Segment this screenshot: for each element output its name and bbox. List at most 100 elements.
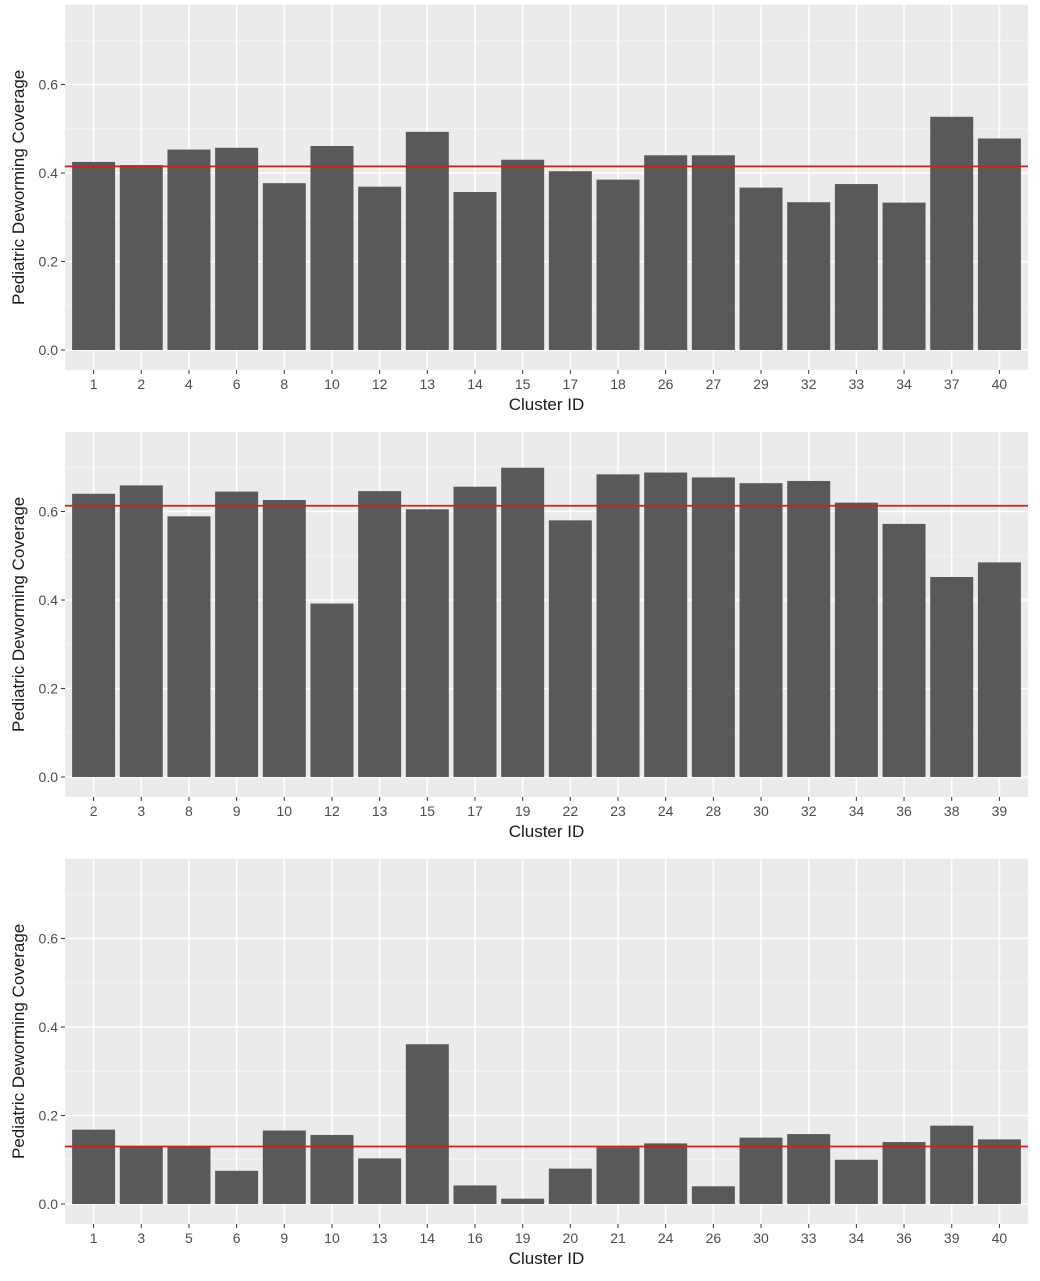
x-tick-label: 15: [420, 803, 436, 819]
x-tick-label: 39: [944, 1230, 960, 1246]
bar-cluster-26: [691, 1186, 735, 1204]
bar-cluster-8: [262, 183, 306, 350]
bar-cluster-22: [548, 520, 592, 777]
bar-cluster-34: [834, 502, 878, 777]
bar-cluster-18: [596, 179, 640, 350]
x-tick-label: 4: [185, 376, 193, 392]
bar-cluster-1: [72, 161, 116, 350]
x-tick-label: 20: [563, 1230, 579, 1246]
x-tick-label: 12: [324, 803, 340, 819]
bar-cluster-29: [739, 187, 783, 350]
y-tick-label: 0.2: [39, 681, 59, 697]
bar-cluster-39: [977, 562, 1021, 777]
x-tick-label: 28: [706, 803, 722, 819]
x-axis-title: Cluster ID: [509, 822, 585, 841]
x-tick-label: 12: [372, 376, 388, 392]
x-tick-label: 13: [420, 376, 436, 392]
bar-cluster-33: [787, 1134, 831, 1204]
x-tick-label: 9: [280, 1230, 288, 1246]
bar-cluster-17: [548, 171, 592, 350]
x-tick-label: 26: [706, 1230, 722, 1246]
x-tick-label: 1: [90, 1230, 98, 1246]
x-tick-label: 30: [753, 803, 769, 819]
x-tick-label: 34: [896, 376, 912, 392]
bar-cluster-28: [691, 477, 735, 777]
x-tick-label: 17: [563, 376, 579, 392]
y-axis-title: Pediatric Deworming Coverage: [9, 497, 28, 732]
x-tick-label: 16: [467, 1230, 483, 1246]
bar-cluster-24: [644, 472, 688, 777]
bar-chart-3: 0.00.20.40.61 3 5 6 9 10 13 14 16 19 20 21 24 26 30 33 3…: [9, 858, 1028, 1268]
bar-cluster-20: [548, 1168, 592, 1204]
x-tick-label: 18: [610, 376, 626, 392]
bar-cluster-34: [834, 1159, 878, 1204]
bar-cluster-36: [882, 1142, 926, 1204]
bar-cluster-26: [644, 155, 688, 350]
x-tick-label: 10: [324, 1230, 340, 1246]
x-tick-label: 14: [467, 376, 483, 392]
bar-chart-1: 0.00.20.40.61 2 4 6 8 10 12 13 14 15 17 18 26 27 29 32 3…: [9, 4, 1028, 414]
x-tick-label: 10: [324, 376, 340, 392]
bar-cluster-32: [787, 480, 831, 777]
x-tick-label: 26: [658, 376, 674, 392]
x-tick-label: 32: [801, 376, 817, 392]
bar-cluster-8: [167, 516, 211, 777]
bar-cluster-13: [405, 131, 449, 350]
x-tick-label: 36: [896, 1230, 912, 1246]
y-tick-label: 0.2: [39, 254, 59, 270]
bar-cluster-10: [310, 1134, 354, 1204]
bar-cluster-3: [119, 1146, 163, 1204]
x-tick-label: 24: [658, 803, 674, 819]
x-tick-label: 5: [185, 1230, 193, 1246]
x-axis-title: Cluster ID: [509, 1249, 585, 1268]
bar-cluster-12: [358, 186, 402, 350]
x-tick-label: 34: [849, 803, 865, 819]
x-tick-label: 2: [137, 376, 145, 392]
x-tick-label: 13: [372, 803, 388, 819]
x-tick-label: 33: [849, 376, 865, 392]
bar-cluster-1: [72, 1129, 116, 1204]
bar-cluster-9: [262, 1130, 306, 1204]
bar-cluster-30: [739, 1137, 783, 1204]
x-tick-label: 29: [753, 376, 769, 392]
bar-cluster-16: [453, 1185, 497, 1204]
bar-cluster-10: [262, 499, 306, 777]
x-tick-label: 36: [896, 803, 912, 819]
bar-cluster-17: [453, 486, 497, 777]
bar-cluster-19: [501, 467, 545, 777]
x-tick-label: 40: [992, 376, 1008, 392]
x-tick-label: 3: [137, 1230, 145, 1246]
bar-cluster-13: [358, 491, 402, 777]
bar-cluster-14: [405, 1044, 449, 1204]
x-tick-label: 27: [706, 376, 722, 392]
y-tick-label: 0.4: [39, 1019, 59, 1035]
x-tick-label: 22: [563, 803, 579, 819]
x-tick-label: 34: [849, 1230, 865, 1246]
y-tick-label: 0.6: [39, 504, 59, 520]
x-tick-label: 21: [610, 1230, 626, 1246]
bar-chart-2: 0.00.20.40.62 3 8 9 10 12 13 15 17 19 22 23 24 28 30 32…: [9, 431, 1028, 841]
bar-cluster-32: [787, 202, 831, 350]
x-tick-label: 13: [372, 1230, 388, 1246]
x-tick-label: 15: [515, 376, 531, 392]
x-tick-label: 40: [992, 1230, 1008, 1246]
y-tick-label: 0.0: [39, 342, 59, 358]
bar-cluster-33: [834, 184, 878, 350]
bar-cluster-39: [930, 1125, 974, 1204]
bar-cluster-37: [930, 116, 974, 351]
x-tick-label: 9: [233, 803, 241, 819]
x-tick-label: 8: [185, 803, 193, 819]
bar-cluster-2: [119, 165, 163, 350]
x-tick-label: 2: [90, 803, 98, 819]
x-tick-label: 10: [277, 803, 293, 819]
x-tick-label: 3: [137, 803, 145, 819]
y-tick-label: 0.4: [39, 165, 59, 181]
x-tick-label: 24: [658, 1230, 674, 1246]
x-tick-label: 19: [515, 803, 531, 819]
bar-cluster-2: [72, 493, 116, 777]
bar-cluster-3: [119, 485, 163, 777]
bar-cluster-27: [691, 155, 735, 350]
x-tick-label: 17: [467, 803, 483, 819]
bar-cluster-21: [596, 1147, 640, 1204]
bar-cluster-6: [215, 1170, 259, 1204]
